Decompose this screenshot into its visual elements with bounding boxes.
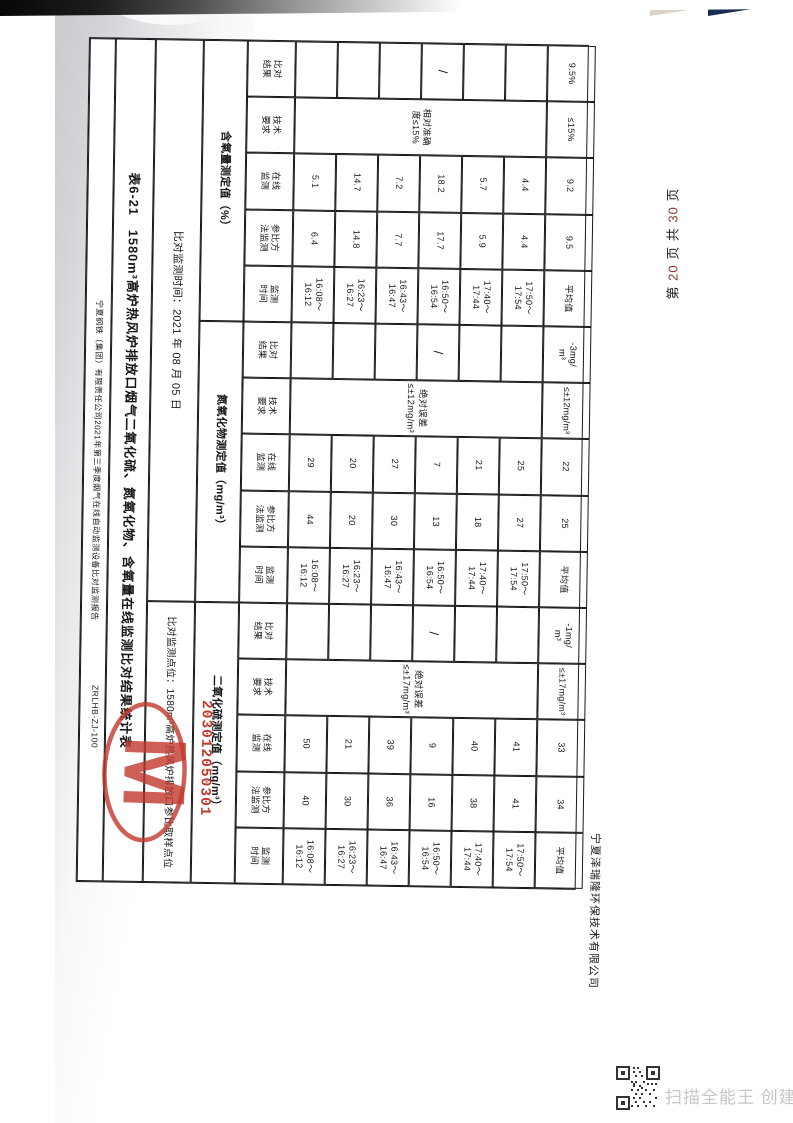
- svg-text:M: M: [104, 734, 193, 811]
